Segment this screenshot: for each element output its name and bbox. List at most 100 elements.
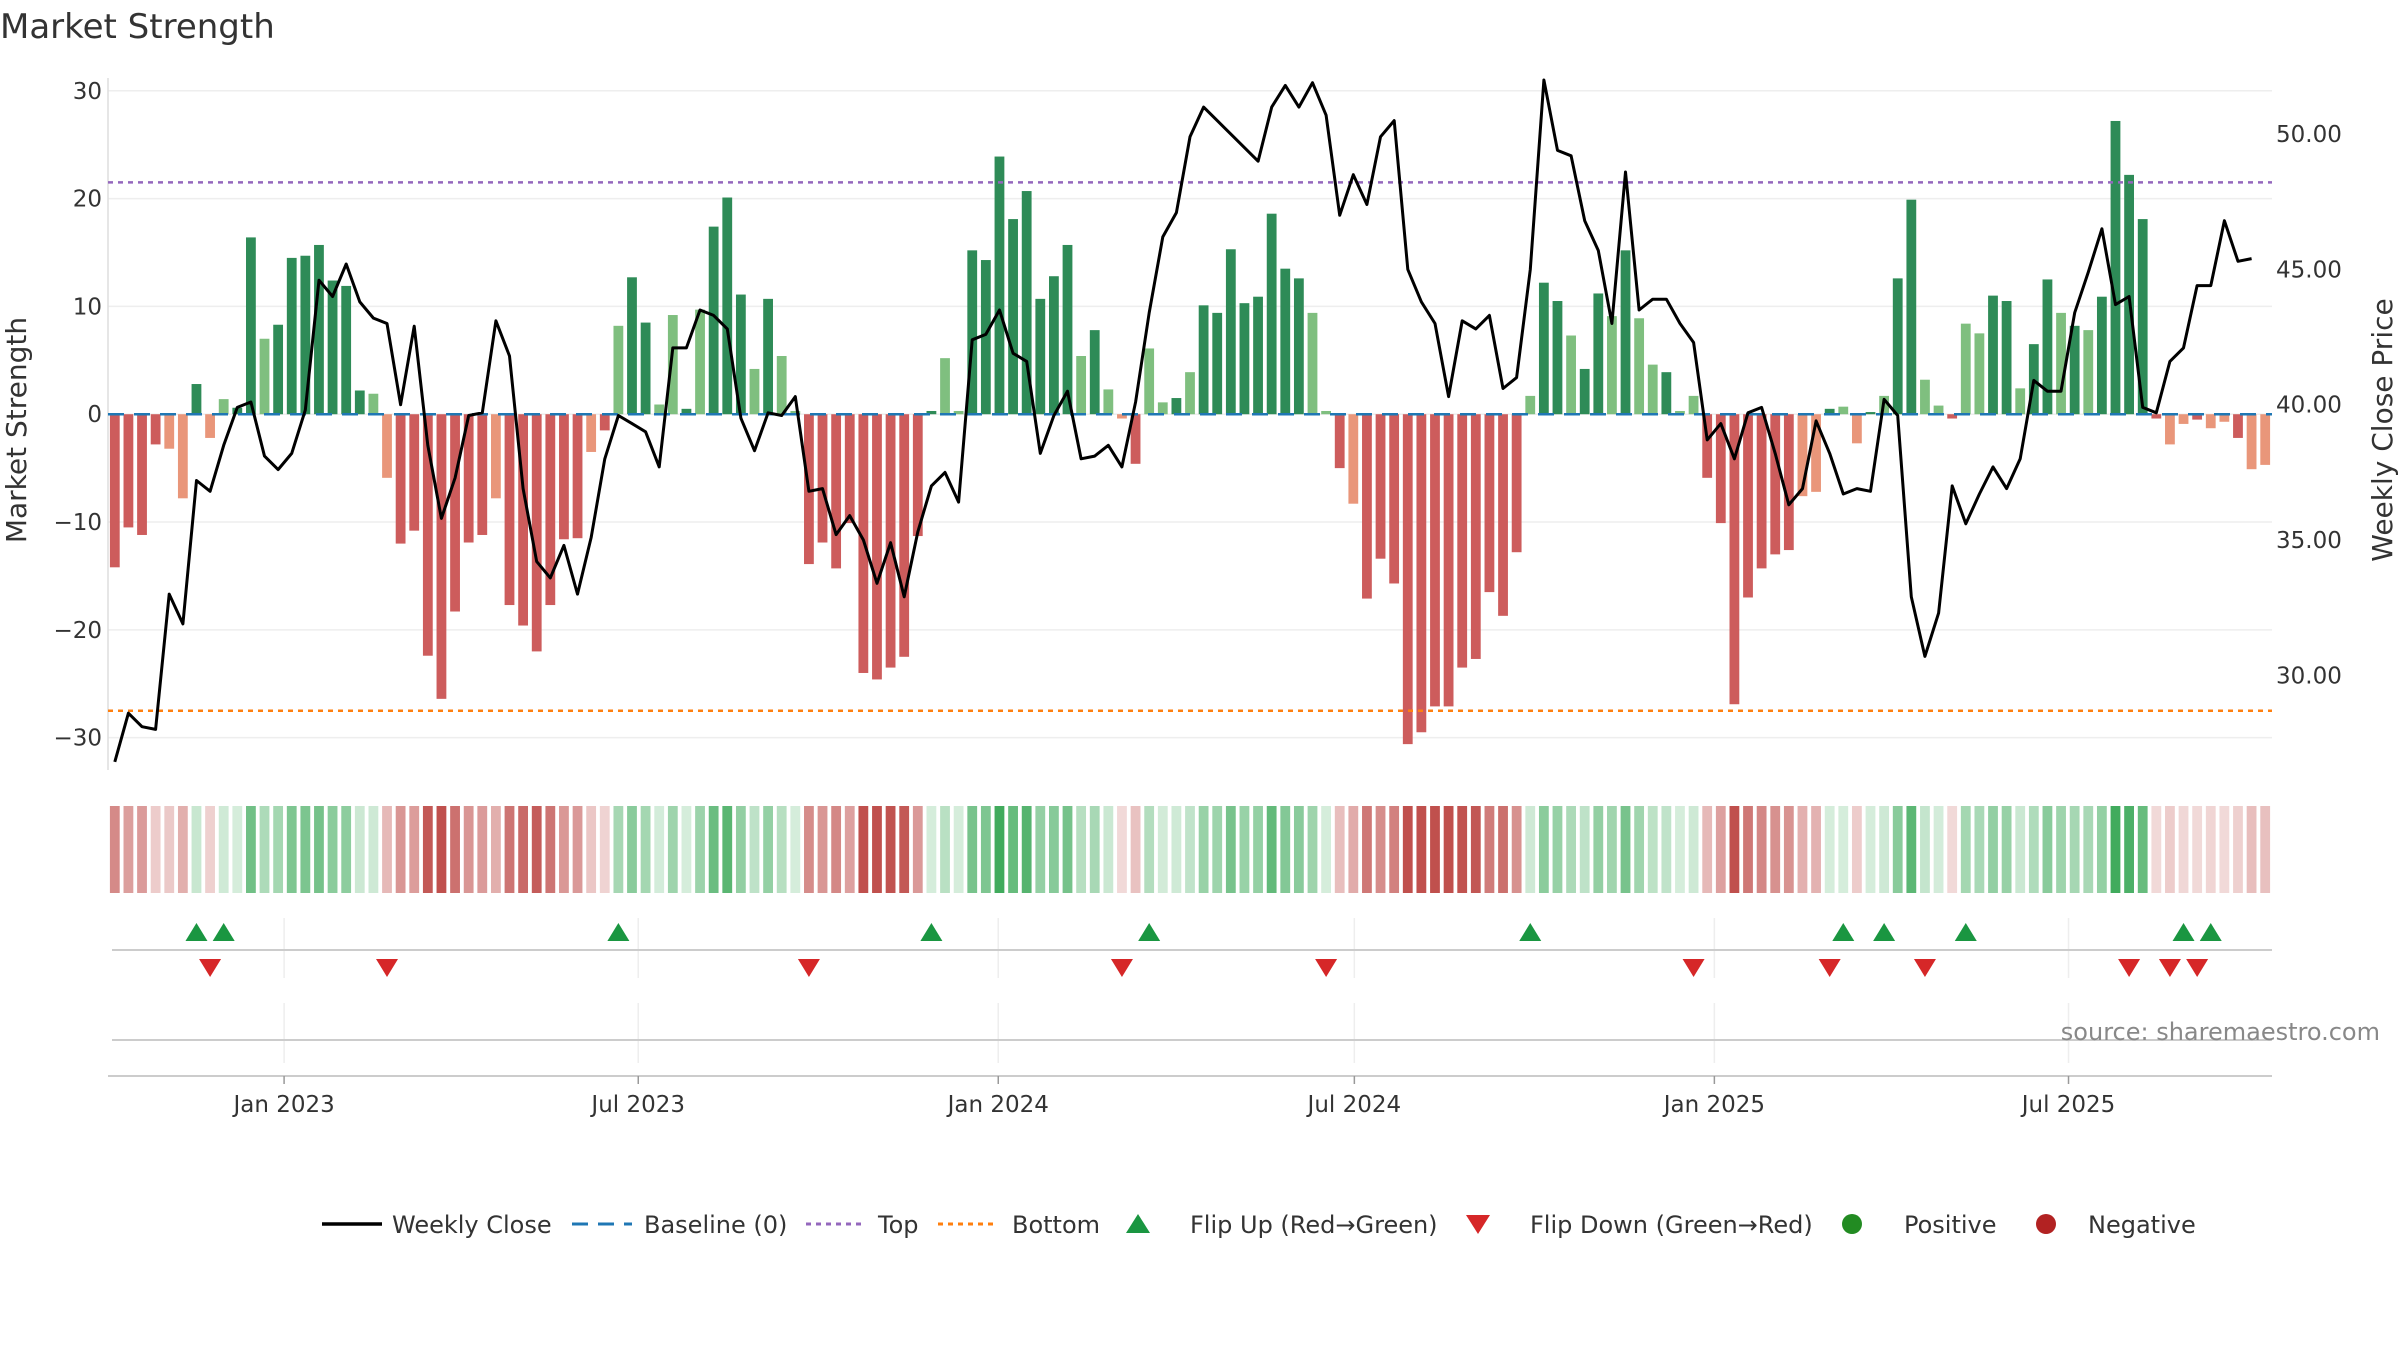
heatmap-cell	[613, 806, 624, 893]
negative-bar	[1457, 414, 1468, 668]
heatmap-cell	[382, 806, 392, 893]
weekly-close-line	[113, 78, 2252, 763]
negative-bar	[1811, 414, 1821, 492]
heatmap-cell	[804, 806, 814, 893]
positive-bar	[1062, 244, 1073, 415]
flip-down-marker	[2158, 959, 2181, 977]
negative-bar	[586, 414, 597, 452]
positive-bar	[1293, 278, 1304, 415]
heatmap-cell	[994, 806, 1005, 893]
heatmap-cell	[531, 806, 542, 893]
heatmap-cell	[1525, 806, 1536, 893]
negative-bar	[2246, 414, 2257, 470]
heatmap-cell	[1743, 806, 1753, 893]
heatmap-cell	[586, 806, 597, 893]
negative-bar	[164, 414, 175, 449]
y-tick-label: 20	[73, 187, 102, 213]
heatmap-cell	[368, 806, 379, 893]
positive-bar	[1321, 410, 1332, 415]
heatmap-cell	[1457, 806, 1468, 893]
heatmap-cell	[422, 806, 433, 893]
heatmap-cell	[2110, 806, 2121, 893]
negative-bar	[1851, 414, 1862, 444]
heatmap-cell	[708, 806, 719, 893]
heatmap-cell	[354, 806, 365, 893]
positive-bar	[980, 260, 991, 415]
positive-bar	[1688, 395, 1699, 415]
heatmap-cell	[1185, 806, 1195, 893]
heatmap-cell	[1906, 806, 1917, 893]
negative-bar	[2260, 414, 2271, 465]
flip-up-marker	[1138, 923, 1161, 941]
positive-bar	[368, 393, 379, 415]
negative-bar	[1430, 414, 1440, 707]
heatmap-cell	[1089, 806, 1100, 893]
positive-bar	[286, 257, 297, 415]
heatmap-cell	[1933, 806, 1944, 893]
heatmap-cell	[953, 806, 964, 893]
heatmap-cell	[681, 806, 692, 893]
flip-down-marker	[2118, 959, 2141, 977]
flip-up-marker	[212, 923, 235, 941]
flip-up-marker	[185, 923, 208, 941]
heatmap-cell	[109, 806, 120, 893]
heatmap-cell	[1062, 806, 1073, 893]
negative-bar	[205, 414, 215, 438]
positive-bar	[1198, 305, 1209, 415]
heatmap-cell	[1416, 806, 1427, 893]
heatmap-cell	[177, 806, 188, 893]
heatmap-cell	[300, 806, 311, 893]
negative-bar	[1416, 414, 1427, 733]
heatmap-cell	[1280, 806, 1291, 893]
positive-bar	[2124, 174, 2134, 415]
heatmap-cell	[1947, 806, 1958, 893]
legend-label: Bottom	[1012, 1211, 1100, 1239]
heatmap-cell	[2096, 806, 2107, 893]
heatmap-cell	[1620, 806, 1631, 893]
heatmap-cell	[1920, 806, 1930, 893]
positive-bar	[1593, 293, 1604, 415]
heatmap-cell	[1375, 806, 1386, 893]
negative-bar	[1348, 414, 1359, 504]
negative-bar	[137, 414, 147, 535]
legend-label: Negative	[2088, 1211, 2196, 1239]
heatmap-cell	[1566, 806, 1576, 893]
heatmap-cell	[273, 806, 284, 893]
heatmap-cell	[1266, 806, 1277, 893]
flip-down-marker	[797, 959, 820, 977]
negative-bar	[504, 414, 515, 606]
positive-bar	[1579, 368, 1590, 415]
heatmap-cell	[2246, 806, 2257, 893]
heatmap-cell	[232, 806, 243, 893]
heatmap-cell	[1144, 806, 1155, 893]
negative-bar	[409, 414, 420, 531]
heatmap-cell	[314, 806, 324, 893]
heatmap-cell	[1171, 806, 1182, 893]
heatmap-cell	[1307, 806, 1318, 893]
negative-bar	[2151, 414, 2162, 419]
heatmap-cell	[150, 806, 161, 893]
flip-up-marker	[2199, 923, 2222, 941]
heatmap-cell	[490, 806, 501, 893]
positive-bar	[1647, 364, 1658, 415]
heatmap-cell	[2042, 806, 2053, 893]
heatmap-cell	[518, 806, 529, 893]
heatmap-cell	[1729, 806, 1740, 893]
heatmap-cell	[1783, 806, 1794, 893]
positive-bar	[640, 322, 651, 415]
positive-bar	[735, 294, 746, 415]
positive-bar	[314, 244, 324, 415]
legend-label: Flip Down (Green→Red)	[1530, 1211, 1813, 1239]
flip-down-marker	[1110, 959, 1133, 977]
heatmap-cell	[395, 806, 406, 893]
heatmap-cell	[1538, 806, 1549, 893]
heatmap-cell	[1157, 806, 1168, 893]
positive-bar	[1838, 406, 1849, 415]
positive-bar	[1144, 348, 1155, 415]
negative-bar	[1498, 414, 1508, 616]
heatmap-cell	[2205, 806, 2216, 893]
y-tick-label: −20	[53, 618, 102, 644]
positive-bar	[749, 368, 760, 415]
positive-bar	[695, 309, 705, 415]
heatmap-cell	[1892, 806, 1903, 893]
